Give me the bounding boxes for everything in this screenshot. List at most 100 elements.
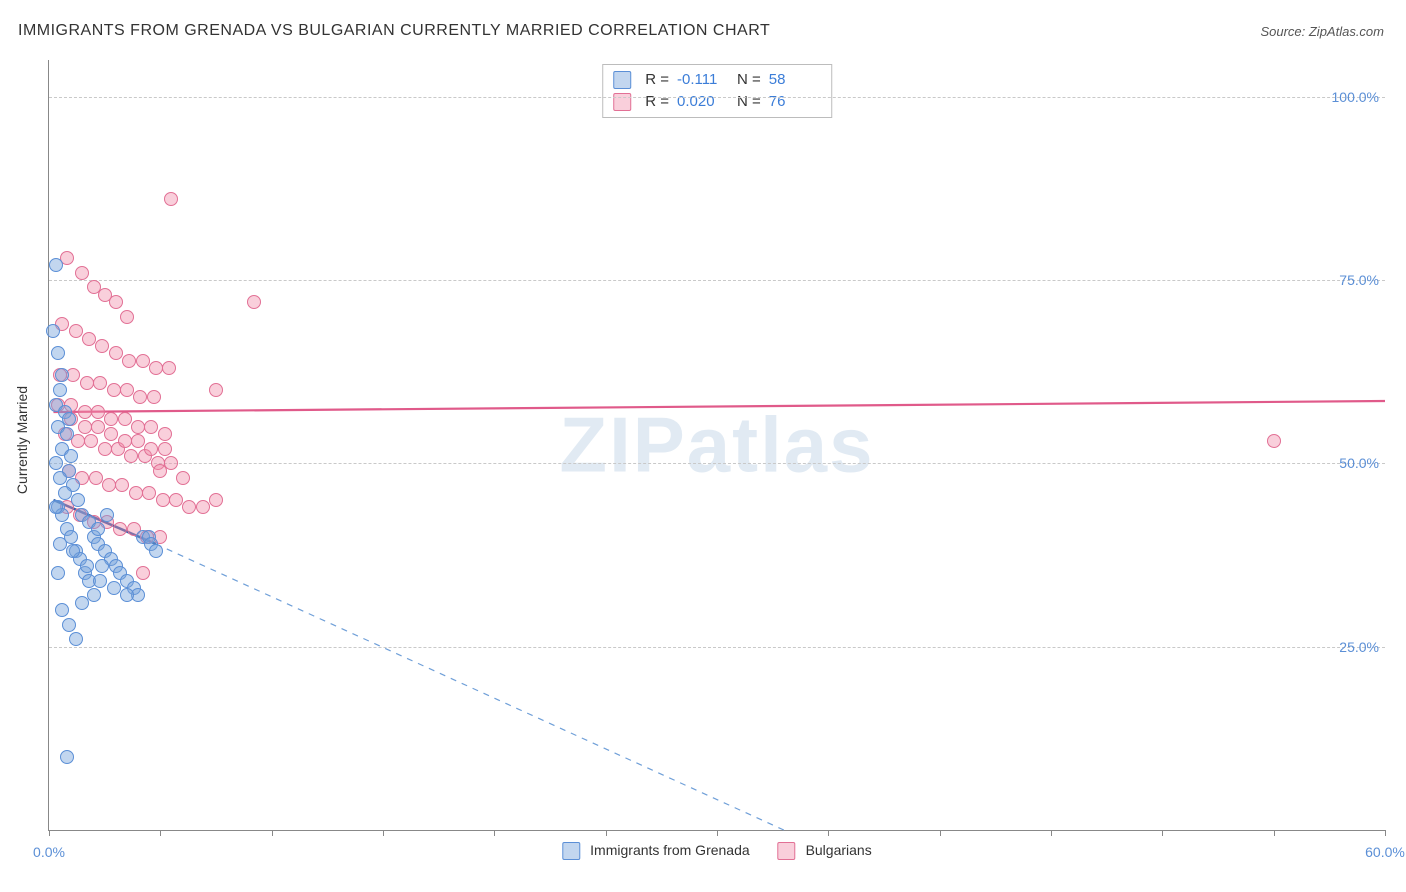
scatter-point-grenada [62, 618, 76, 632]
trend-lines-layer [49, 60, 1385, 830]
scatter-point-bulgarians [69, 324, 83, 338]
scatter-point-bulgarians [91, 405, 105, 419]
y-tick-label: 75.0% [1339, 272, 1379, 288]
x-tick [494, 830, 495, 836]
scatter-point-bulgarians [120, 383, 134, 397]
scatter-point-bulgarians [78, 420, 92, 434]
scatter-point-bulgarians [80, 376, 94, 390]
scatter-point-grenada [107, 581, 121, 595]
legend-item-bulgarians: Bulgarians [778, 842, 872, 860]
gridline [49, 280, 1385, 281]
scatter-point-bulgarians [209, 383, 223, 397]
source-attribution: Source: ZipAtlas.com [1260, 24, 1384, 39]
scatter-point-grenada [120, 588, 134, 602]
legend-item-grenada: Immigrants from Grenada [562, 842, 749, 860]
scatter-point-grenada [55, 603, 69, 617]
scatter-point-bulgarians [164, 192, 178, 206]
y-axis-label: Currently Married [14, 386, 30, 494]
x-tick-label: 0.0% [33, 844, 65, 860]
scatter-point-bulgarians [118, 412, 132, 426]
scatter-point-grenada [95, 559, 109, 573]
square-icon [778, 842, 796, 860]
scatter-point-bulgarians [95, 339, 109, 353]
chart-title: IMMIGRANTS FROM GRENADA VS BULGARIAN CUR… [18, 22, 770, 40]
scatter-point-grenada [51, 566, 65, 580]
scatter-point-bulgarians [129, 486, 143, 500]
scatter-point-grenada [91, 522, 105, 536]
scatter-point-grenada [100, 508, 114, 522]
gridline [49, 647, 1385, 648]
legend-bottom: Immigrants from Grenada Bulgarians [562, 842, 871, 860]
scatter-point-bulgarians [158, 442, 172, 456]
scatter-point-bulgarians [109, 295, 123, 309]
scatter-point-bulgarians [82, 332, 96, 346]
scatter-point-grenada [49, 500, 63, 514]
scatter-point-bulgarians [162, 361, 176, 375]
scatter-point-bulgarians [136, 354, 150, 368]
x-tick [1051, 830, 1052, 836]
y-tick-label: 50.0% [1339, 455, 1379, 471]
scatter-point-bulgarians [182, 500, 196, 514]
scatter-point-grenada [80, 559, 94, 573]
scatter-point-bulgarians [104, 427, 118, 441]
scatter-point-bulgarians [158, 427, 172, 441]
scatter-point-bulgarians [133, 390, 147, 404]
y-tick-label: 100.0% [1332, 89, 1379, 105]
scatter-point-bulgarians [115, 478, 129, 492]
x-tick [1385, 830, 1386, 836]
scatter-point-bulgarians [78, 405, 92, 419]
scatter-point-bulgarians [196, 500, 210, 514]
scatter-point-grenada [46, 324, 60, 338]
plot-area: ZIPatlas R = -0.111 N = 58 R = 0.020 N =… [48, 60, 1385, 831]
scatter-point-grenada [60, 750, 74, 764]
scatter-point-bulgarians [89, 471, 103, 485]
scatter-point-bulgarians [84, 434, 98, 448]
x-tick [717, 830, 718, 836]
legend-label-bulgarians: Bulgarians [806, 842, 872, 858]
x-tick [828, 830, 829, 836]
source-prefix: Source: [1260, 24, 1308, 39]
scatter-point-bulgarians [98, 442, 112, 456]
scatter-point-grenada [53, 537, 67, 551]
scatter-point-grenada [69, 632, 83, 646]
scatter-point-bulgarians [209, 493, 223, 507]
scatter-point-bulgarians [142, 486, 156, 500]
x-tick [940, 830, 941, 836]
scatter-point-bulgarians [156, 493, 170, 507]
scatter-point-bulgarians [136, 566, 150, 580]
scatter-point-bulgarians [75, 266, 89, 280]
scatter-point-bulgarians [93, 376, 107, 390]
scatter-point-grenada [51, 346, 65, 360]
x-tick-label: 60.0% [1365, 844, 1405, 860]
scatter-point-bulgarians [120, 310, 134, 324]
x-tick [272, 830, 273, 836]
scatter-point-grenada [49, 456, 63, 470]
scatter-point-grenada [58, 486, 72, 500]
scatter-point-grenada [49, 258, 63, 272]
square-icon [562, 842, 580, 860]
x-tick [1274, 830, 1275, 836]
scatter-point-grenada [75, 596, 89, 610]
scatter-point-bulgarians [102, 478, 116, 492]
trend-line [53, 401, 1385, 412]
legend-label-grenada: Immigrants from Grenada [590, 842, 750, 858]
x-tick [383, 830, 384, 836]
x-tick [1162, 830, 1163, 836]
x-tick [160, 830, 161, 836]
scatter-point-bulgarians [131, 420, 145, 434]
y-tick-label: 25.0% [1339, 639, 1379, 655]
scatter-point-grenada [64, 449, 78, 463]
scatter-point-bulgarians [109, 346, 123, 360]
scatter-point-bulgarians [131, 434, 145, 448]
scatter-point-grenada [53, 471, 67, 485]
scatter-point-bulgarians [153, 464, 167, 478]
scatter-point-grenada [71, 493, 85, 507]
scatter-point-bulgarians [149, 361, 163, 375]
scatter-point-grenada [53, 383, 67, 397]
scatter-point-grenada [93, 574, 107, 588]
x-tick [49, 830, 50, 836]
scatter-point-bulgarians [113, 522, 127, 536]
scatter-point-bulgarians [247, 295, 261, 309]
scatter-point-grenada [66, 544, 80, 558]
scatter-point-bulgarians [147, 390, 161, 404]
